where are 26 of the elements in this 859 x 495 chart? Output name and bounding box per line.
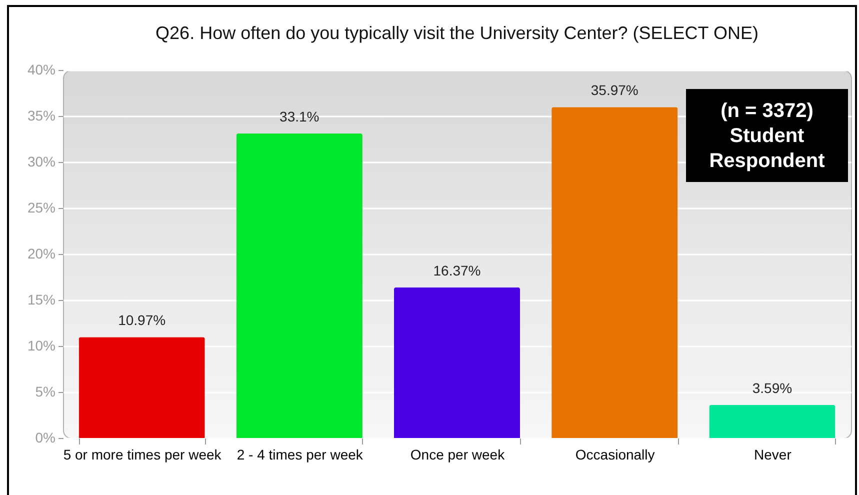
bar bbox=[78, 337, 205, 438]
data-label: 3.59% bbox=[752, 380, 792, 396]
x-tick-label: Occasionally bbox=[575, 446, 655, 462]
data-label: 10.97% bbox=[118, 312, 166, 328]
x-tick-label: Never bbox=[754, 446, 792, 462]
chart-title: Q26. How often do you typically visit the University Center? (SELECT ONE) bbox=[156, 23, 758, 43]
y-tick-label: 40% bbox=[27, 62, 56, 78]
annotation: (n = 3372) Student Respondent bbox=[686, 89, 848, 182]
bar bbox=[236, 133, 362, 438]
x-tick-label: Once per week bbox=[410, 446, 506, 462]
y-tick-label: 25% bbox=[27, 200, 56, 216]
data-label: 16.37% bbox=[433, 262, 481, 278]
bar bbox=[709, 404, 836, 438]
data-label: 33.1% bbox=[280, 108, 320, 124]
bar bbox=[394, 287, 520, 438]
bar bbox=[552, 107, 678, 438]
y-tick-label: 35% bbox=[27, 108, 56, 124]
x-tick-label: 2 - 4 times per week bbox=[236, 446, 364, 462]
x-tick-label: 5 or more times per week bbox=[63, 446, 222, 462]
data-label: 35.97% bbox=[590, 82, 638, 98]
y-tick-label: 10% bbox=[27, 338, 56, 354]
y-tick-label: 0% bbox=[35, 430, 56, 446]
y-tick-label: 15% bbox=[27, 292, 56, 308]
y-tick-label: 20% bbox=[27, 246, 56, 262]
y-tick-label: 30% bbox=[27, 154, 56, 170]
y-tick-label: 5% bbox=[35, 384, 56, 400]
